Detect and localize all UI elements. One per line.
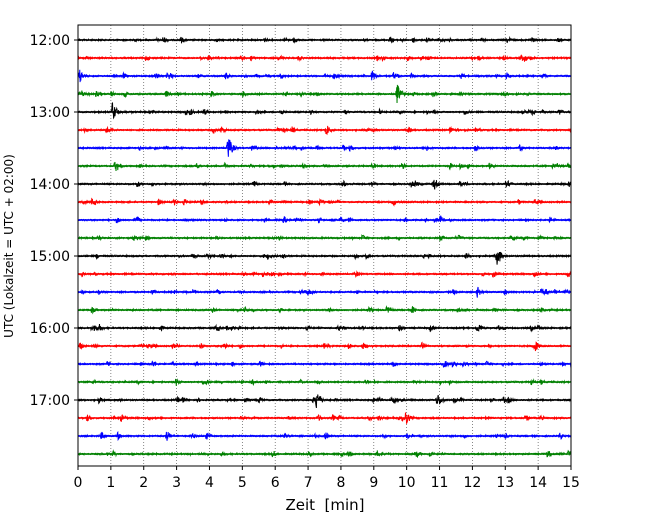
y-axis-ticks: 12:00 13:00 14:00 15:00 16:00 17:00	[30, 33, 78, 409]
y-tick-label: 13:00	[30, 105, 70, 121]
x-tick-label: 9	[369, 475, 378, 491]
y-tick-label: 17:00	[30, 393, 70, 409]
y-axis-title: UTC (Lokalzeit = UTC + 02:00)	[2, 154, 16, 338]
trace-line	[77, 251, 572, 265]
x-tick-label: 11	[431, 475, 449, 491]
x-tick-label: 8	[336, 475, 345, 491]
x-tick-label: 12	[463, 475, 481, 491]
x-tick-label: 5	[238, 475, 247, 491]
y-tick-label: 14:00	[30, 177, 70, 193]
x-tick-label: 7	[304, 475, 313, 491]
x-axis-title: Zeit [min]	[285, 496, 364, 514]
trace-line	[77, 394, 572, 409]
trace-line	[77, 102, 572, 120]
x-tick-label: 14	[529, 475, 547, 491]
x-tick-label: 1	[106, 475, 115, 491]
x-tick-label: 6	[271, 475, 280, 491]
x-tick-label: 13	[496, 475, 514, 491]
y-tick-label: 16:00	[30, 321, 70, 337]
x-tick-label: 4	[205, 475, 214, 491]
plot-frame	[77, 24, 572, 467]
y-tick-label: 15:00	[30, 249, 70, 265]
trace-series	[77, 35, 572, 459]
x-tick-label: 10	[398, 475, 416, 491]
x-tick-label: 0	[74, 475, 83, 491]
y-tick-label: 12:00	[30, 33, 70, 49]
x-tick-label: 15	[562, 475, 580, 491]
x-axis-ticks: 0 1 2 3 4 5 6 7 8 9 10 11 12 13 14 15	[74, 466, 580, 491]
x-tick-label: 2	[139, 475, 148, 491]
x-tick-label: 3	[172, 475, 181, 491]
